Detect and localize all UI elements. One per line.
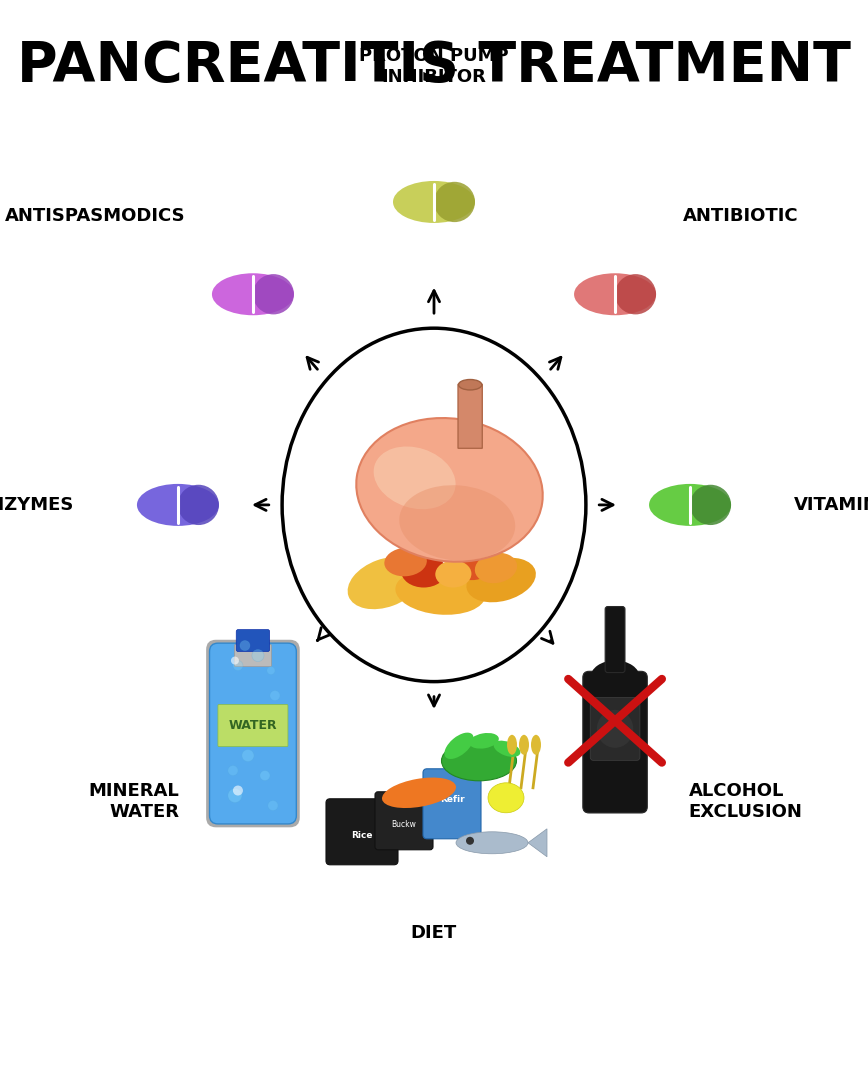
Circle shape [260,770,270,781]
FancyBboxPatch shape [458,384,483,448]
Ellipse shape [396,569,485,615]
FancyBboxPatch shape [234,645,272,666]
Ellipse shape [690,485,731,525]
Ellipse shape [475,553,517,583]
Ellipse shape [434,181,475,222]
Ellipse shape [649,484,731,526]
Ellipse shape [615,274,656,314]
Polygon shape [528,828,547,856]
Ellipse shape [590,661,640,694]
Circle shape [231,657,239,664]
Ellipse shape [458,379,482,390]
Ellipse shape [444,732,474,759]
Ellipse shape [347,557,422,609]
Ellipse shape [401,554,446,588]
FancyBboxPatch shape [590,698,640,760]
Ellipse shape [597,710,634,747]
FancyBboxPatch shape [605,607,625,673]
Ellipse shape [466,557,536,603]
Circle shape [466,837,474,845]
Text: ALCOHOL
EXCLUSION: ALCOHOL EXCLUSION [688,782,803,821]
Ellipse shape [435,561,471,588]
Text: WATER: WATER [228,719,277,732]
Ellipse shape [494,741,521,757]
Circle shape [268,800,278,810]
Circle shape [267,666,275,675]
Text: Kefir: Kefir [440,795,464,805]
FancyBboxPatch shape [206,639,299,827]
FancyBboxPatch shape [236,630,270,651]
Text: VectorStock®: VectorStock® [35,1036,171,1054]
Text: PANCREATITIS TREATMENT: PANCREATITIS TREATMENT [17,39,851,93]
FancyBboxPatch shape [582,672,648,813]
Ellipse shape [519,734,529,755]
Ellipse shape [531,734,541,755]
FancyBboxPatch shape [423,769,481,839]
Text: ENZYMES: ENZYMES [0,496,74,514]
Circle shape [270,690,280,701]
Circle shape [228,788,242,802]
FancyBboxPatch shape [209,644,296,824]
Ellipse shape [253,274,294,314]
Ellipse shape [393,181,475,222]
Text: PROTON PUMP
INHIBITOR: PROTON PUMP INHIBITOR [359,48,509,85]
Ellipse shape [442,741,516,781]
Ellipse shape [456,832,528,854]
Circle shape [233,785,243,796]
Ellipse shape [488,783,524,813]
Circle shape [240,640,250,650]
FancyBboxPatch shape [218,704,288,746]
Ellipse shape [212,273,294,315]
FancyBboxPatch shape [375,792,433,850]
Circle shape [242,750,254,761]
Ellipse shape [373,446,456,510]
Ellipse shape [137,484,219,526]
Ellipse shape [399,485,516,561]
Ellipse shape [385,548,427,577]
Ellipse shape [178,485,219,525]
Circle shape [252,649,264,662]
Text: ANTISPASMODICS: ANTISPASMODICS [5,206,186,225]
Circle shape [228,766,238,775]
Ellipse shape [450,550,490,580]
Ellipse shape [356,418,542,562]
Text: Rice: Rice [352,832,372,840]
Ellipse shape [470,733,499,748]
Circle shape [233,661,243,671]
Ellipse shape [574,273,656,315]
Text: MINERAL
WATER: MINERAL WATER [89,782,180,821]
Text: VITAMINS: VITAMINS [794,496,868,514]
Text: DIET: DIET [411,924,457,942]
FancyBboxPatch shape [326,799,398,865]
Text: VectorStock.com/22643696: VectorStock.com/22643696 [563,1036,833,1054]
Ellipse shape [507,734,517,755]
Text: Buckw: Buckw [391,821,417,829]
Ellipse shape [382,778,456,808]
Text: ANTIBIOTIC: ANTIBIOTIC [682,206,799,225]
